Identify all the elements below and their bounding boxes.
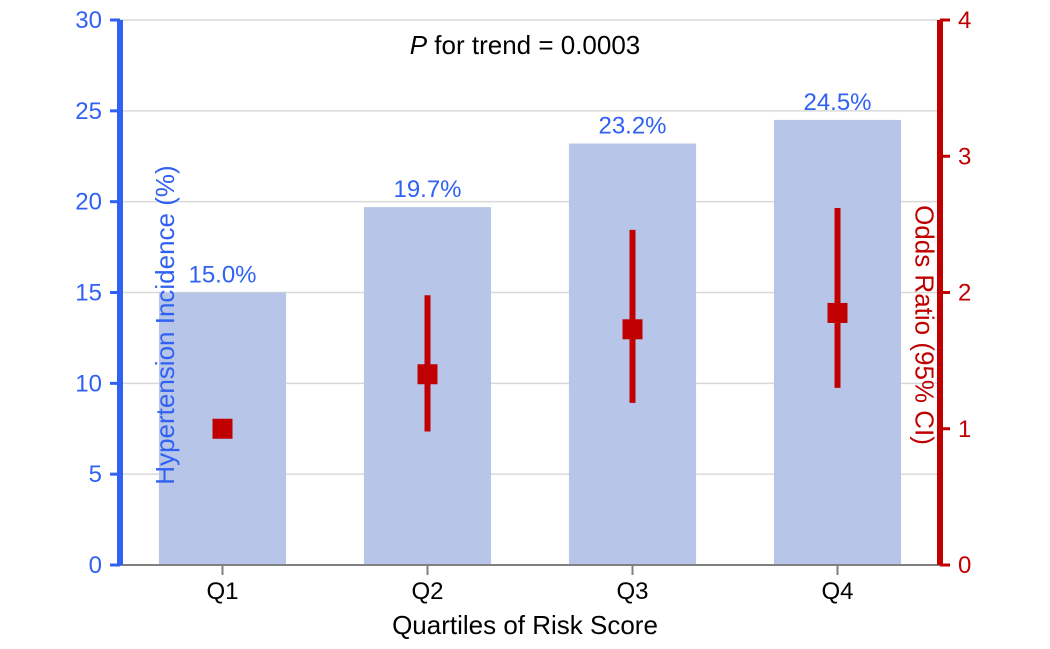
x-tick-label: Q2 — [411, 578, 443, 605]
x-tick-label: Q3 — [616, 578, 648, 605]
y-right-tick-label: 2 — [958, 280, 971, 307]
x-axis-label: Quartiles of Risk Score — [0, 610, 1050, 641]
y-left-tick-label: 5 — [89, 461, 102, 488]
y-right-tick-label: 0 — [958, 552, 971, 579]
chart-container: 15.0%19.7%23.2%24.5%Q1Q2Q3Q4051015202530… — [0, 0, 1050, 649]
y-left-tick-label: 20 — [75, 189, 102, 216]
y-left-tick-label: 10 — [75, 370, 102, 397]
odds-marker — [623, 319, 643, 339]
odds-marker — [213, 419, 233, 439]
bar-value-label: 24.5% — [803, 89, 871, 116]
y-left-tick-label: 0 — [89, 552, 102, 579]
p-italic: P — [410, 30, 427, 60]
y-left-tick-label: 25 — [75, 98, 102, 125]
bar-value-label: 23.2% — [598, 113, 666, 140]
y-left-axis-label: Hypertension Incidence (%) — [150, 165, 181, 484]
odds-marker — [828, 303, 848, 323]
p-rest: for trend = 0.0003 — [427, 30, 640, 60]
y-right-tick-label: 1 — [958, 416, 971, 443]
odds-marker — [418, 364, 438, 384]
p-for-trend-text: P for trend = 0.0003 — [0, 30, 1050, 61]
y-right-axis-label: Odds Ratio (95% CI) — [909, 205, 940, 445]
x-tick-label: Q1 — [206, 578, 238, 605]
x-tick-label: Q4 — [821, 578, 853, 605]
bar-value-label: 19.7% — [393, 176, 461, 203]
bar-value-label: 15.0% — [188, 262, 256, 289]
y-right-tick-label: 3 — [958, 143, 971, 170]
y-left-tick-label: 15 — [75, 280, 102, 307]
